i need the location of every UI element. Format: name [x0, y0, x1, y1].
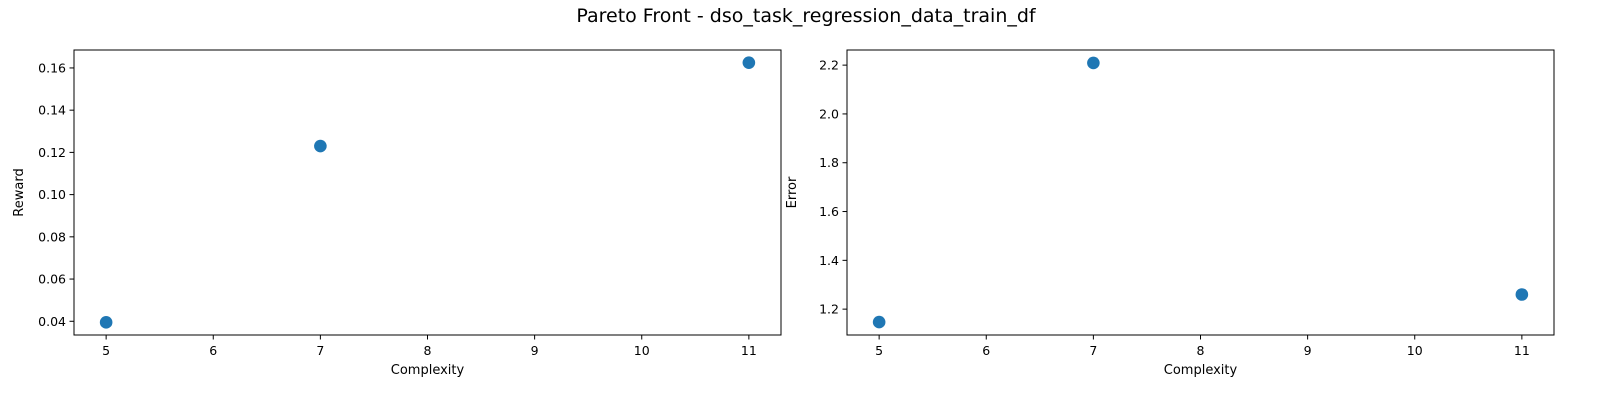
reward-x-tick-label: 8	[424, 343, 432, 358]
error-x-tick-label: 8	[1197, 343, 1205, 358]
reward-data-point	[314, 139, 327, 153]
error-data-point	[1087, 56, 1100, 70]
error-y-tick-label: 2.0	[819, 106, 839, 121]
reward-x-tick-label: 9	[531, 343, 539, 358]
error-x-tick-label: 10	[1407, 343, 1423, 358]
error-y-tick-label: 1.8	[819, 155, 839, 170]
figure-title: Pareto Front - dso_task_regression_data_…	[576, 5, 1037, 27]
reward-x-tick-label: 5	[102, 343, 110, 358]
error-vs-complexity-panel: 5 6 7 8 9 10 11 1.2 1.4 1.6 1.8 2.0 2.2 Complexity Err…	[785, 49, 1555, 378]
error-y-tick-label: 1.2	[819, 302, 839, 317]
reward-y-tick-label: 0.16	[38, 60, 66, 75]
reward-x-axis-label: Complexity	[391, 363, 465, 378]
reward-x-tick-label: 10	[634, 343, 650, 358]
reward-y-tick-label: 0.06	[38, 272, 66, 287]
reward-y-tick-label: 0.12	[38, 145, 66, 160]
error-y-tick-label: 1.6	[819, 204, 839, 219]
reward-x-tick-label: 6	[209, 343, 217, 358]
reward-vs-complexity-panel: 5 6 7 8 9 10 11 0.04 0.06 0.08 0.10 0.12 0.14 0.16 Com…	[12, 49, 782, 378]
reward-y-tick-label: 0.08	[38, 229, 66, 244]
error-x-tick-label: 7	[1089, 343, 1097, 358]
error-x-tick-label: 11	[1514, 343, 1530, 358]
error-x-tick-label: 9	[1304, 343, 1312, 358]
reward-y-tick-label: 0.14	[38, 103, 66, 118]
reward-x-tick-label: 7	[316, 343, 324, 358]
error-y-tick-label: 2.2	[819, 58, 839, 73]
error-y-tick-label: 1.4	[819, 253, 839, 268]
error-data-point	[1515, 288, 1529, 301]
reward-data-point	[742, 56, 756, 69]
error-x-axis-label: Complexity	[1164, 363, 1238, 378]
reward-y-tick-label: 0.10	[38, 187, 66, 202]
reward-x-tick-label: 11	[741, 343, 757, 358]
error-data-point	[872, 315, 886, 329]
error-x-tick-label: 5	[875, 343, 883, 358]
error-y-axis-label: Error	[785, 176, 800, 208]
error-x-tick-label: 6	[982, 343, 990, 358]
reward-y-tick-label: 0.04	[38, 314, 66, 329]
reward-y-axis-label: Reward	[12, 168, 27, 216]
reward-data-point	[99, 316, 113, 329]
